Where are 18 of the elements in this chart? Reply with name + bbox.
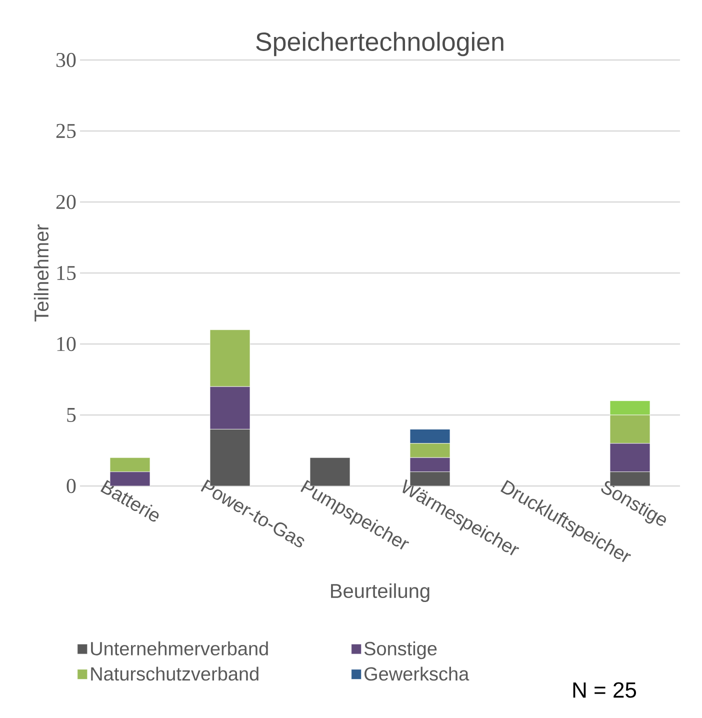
y-tick-label: 5	[67, 408, 76, 422]
chart-title: Speichertechnologien	[256, 32, 504, 56]
y-tick-label: 25	[56, 124, 76, 138]
legend-label: Gewerkscha	[364, 666, 470, 681]
y-tick-label: 10	[57, 336, 76, 352]
legend-label: Naturschutzverband	[91, 666, 258, 681]
text: N = 25	[573, 682, 636, 698]
bar	[410, 457, 450, 472]
legend-label: Sonstige	[364, 641, 437, 660]
y-tick-label: 20	[56, 194, 76, 210]
x-axis-title: Beurteilung	[331, 583, 430, 602]
y-axis-title: Teilnehmer	[34, 224, 49, 322]
legend-label: Unternehmerverband	[91, 641, 268, 656]
y-tick-label: 0	[66, 478, 76, 494]
bar	[610, 443, 650, 472]
y-tick-label: 15	[57, 266, 76, 280]
y-tick-label: 30	[56, 52, 76, 68]
bar	[210, 386, 250, 430]
